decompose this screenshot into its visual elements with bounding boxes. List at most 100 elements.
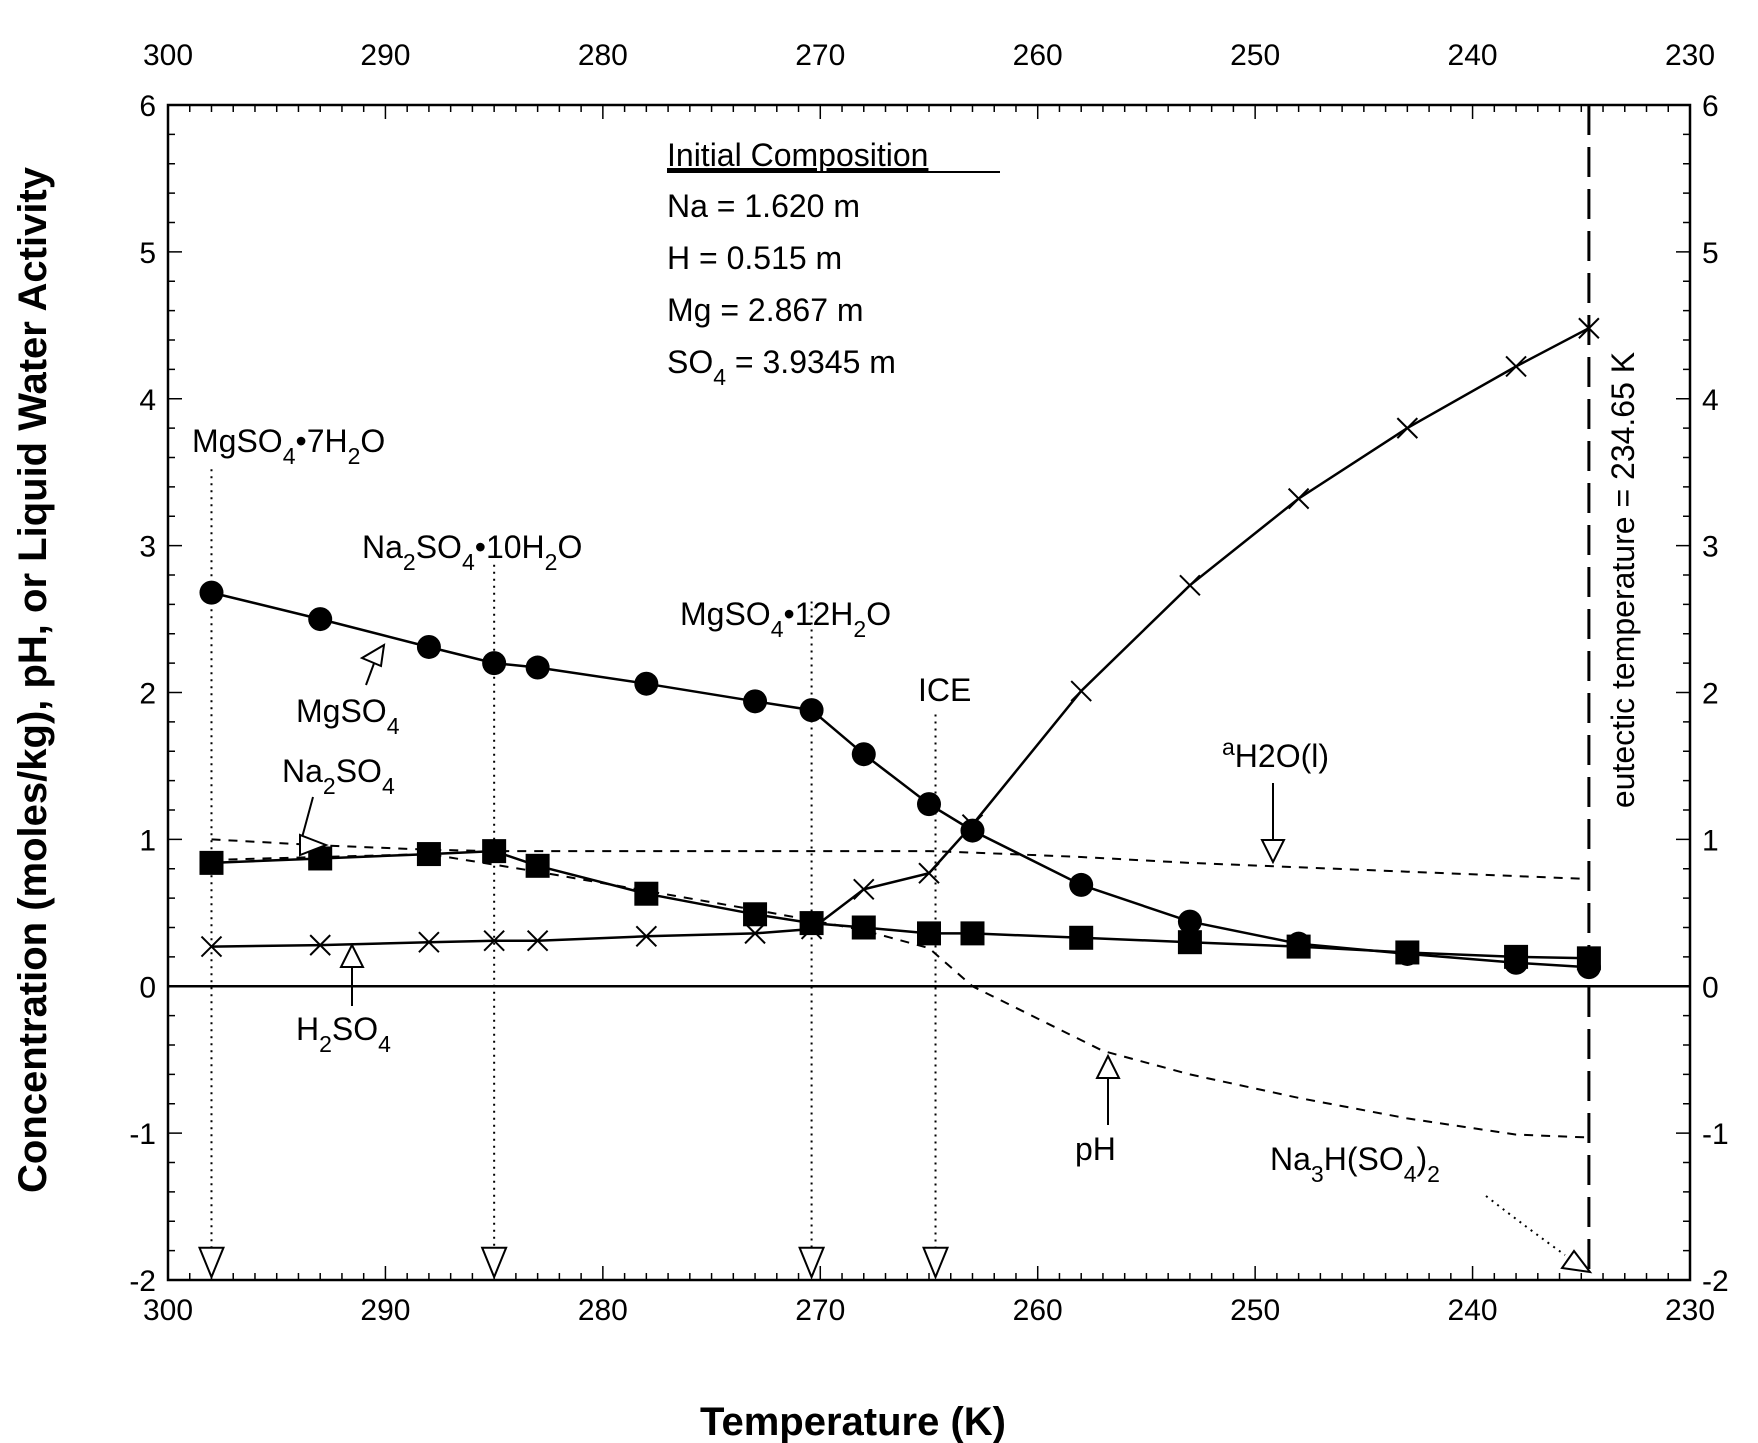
series-label-arrows: [299, 643, 1593, 1274]
x-tick-label-bottom: 270: [795, 1294, 845, 1327]
data-point-mgso4: [1069, 872, 1094, 897]
data-point-h2so4: [635, 925, 658, 948]
x-marker-stroke: [744, 922, 766, 945]
x-marker-stroke: [1287, 487, 1310, 510]
arrow-h2so4-head: [339, 942, 365, 968]
data-point-mgso4: [416, 634, 441, 659]
data-point-h2so4: [1070, 680, 1092, 702]
series-line-ah2o-l-: [211, 838, 1589, 880]
x-tick-label-bottom: 230: [1665, 1294, 1715, 1327]
data-point-na2so4: [1504, 944, 1529, 969]
series-line-ph: [211, 853, 1589, 1139]
data-point-mgso4: [743, 689, 768, 714]
x-marker-stroke: [1505, 355, 1527, 378]
data-point-mgso4: [799, 698, 824, 723]
y-tick-label-right: 2: [1702, 678, 1719, 711]
data-point-h2so4: [418, 931, 440, 953]
y-tick-label-left: 4: [139, 384, 156, 417]
arrow-na3h-stem: [1485, 1195, 1566, 1256]
data-point-mgso4: [525, 655, 550, 680]
x-marker-stroke: [1396, 417, 1419, 439]
precipitation-marker: [922, 1246, 950, 1280]
y-tick-label-left: 0: [139, 971, 156, 1004]
label-na3h-so4-2: Na3H(SO4)2: [1270, 1141, 1440, 1187]
data-point-h2so4: [1505, 355, 1527, 378]
data-point-mgso4: [634, 671, 659, 696]
x-tick-label-bottom: 250: [1230, 1294, 1280, 1327]
y-tick-label-right: 6: [1702, 90, 1719, 123]
data-point-h2so4: [853, 878, 875, 901]
data-point-na2so4: [1576, 946, 1601, 971]
data-point-na2so4: [525, 853, 550, 878]
label-series-na2so4: Na2SO4: [282, 753, 395, 799]
data-point-mgso4: [308, 607, 333, 632]
x-tick-label-top: 270: [795, 39, 845, 72]
y-tick-label-right: 4: [1702, 384, 1719, 417]
data-point-h2so4: [200, 935, 223, 958]
x-tick-label-bottom: 300: [143, 1294, 193, 1327]
x-tick-label-bottom: 240: [1448, 1294, 1498, 1327]
data-point-h2so4: [1578, 317, 1600, 339]
x-marker-stroke: [200, 935, 223, 958]
y-tick-label-left: 2: [139, 678, 156, 711]
x-tick-label-top: 290: [360, 39, 410, 72]
x-tick-label-bottom: 280: [578, 1294, 628, 1327]
annotations: Concentration (moles/kg), pH, or Liquid …: [11, 137, 1641, 1443]
y-tick-label-left: -2: [129, 1265, 156, 1298]
y-tick-label-right: 0: [1702, 971, 1719, 1004]
y-axis-title: Concentration (moles/kg), pH, or Liquid …: [11, 166, 55, 1193]
label-series-ah2o: aH2O(l): [1222, 734, 1329, 774]
composition-na: Na = 1.620 m: [667, 188, 860, 224]
arrow-na3h-head: [1560, 1249, 1593, 1274]
x-tick-label-top: 230: [1665, 39, 1715, 72]
x-tick-label-top: 250: [1230, 39, 1280, 72]
data-point-h2so4: [744, 922, 766, 945]
x-marker-stroke: [961, 813, 984, 836]
x-marker-stroke: [918, 862, 940, 884]
data-point-h2so4: [1287, 487, 1310, 510]
data-point-na2so4: [1395, 940, 1420, 965]
data-point-na2so4: [960, 921, 985, 946]
y-tick-label-right: -1: [1702, 1118, 1729, 1151]
label-series-h2so4: H2SO4: [296, 1011, 391, 1057]
x-marker-stroke: [309, 934, 331, 956]
data-point-mgso4: [960, 818, 985, 843]
x-marker-stroke: [853, 878, 875, 901]
data-point-h2so4: [918, 862, 940, 884]
x-tick-label-top: 260: [1013, 39, 1063, 72]
arrow-mgso4-head: [359, 643, 386, 668]
data-point-h2so4: [309, 934, 331, 956]
data-point-mgso4: [851, 742, 876, 767]
initial-composition-box: Initial Composition Na = 1.620 m H = 0.5…: [667, 137, 1000, 390]
x-tick-label-top: 300: [143, 39, 193, 72]
x-marker-stroke: [1070, 680, 1092, 702]
x-tick-label-bottom: 290: [360, 1294, 410, 1327]
x-marker-stroke: [635, 925, 658, 948]
label-mgso4-7h2o: MgSO4•7H2O: [192, 423, 385, 469]
x-marker-stroke: [483, 930, 505, 952]
data-point-na2so4: [634, 881, 659, 906]
data-point-na2so4: [1177, 930, 1202, 955]
precipitation-marker: [480, 1246, 508, 1280]
y-tick-label-left: 5: [139, 237, 156, 270]
data-point-mgso4: [1177, 909, 1202, 934]
y-tick-label-left: 1: [139, 824, 156, 857]
y-tick-label-left: 3: [139, 531, 156, 564]
arrow-na2so4-head: [299, 833, 329, 857]
axes: 3003002902902802802702702602602502502402…: [129, 39, 1728, 1327]
composition-mg: Mg = 2.867 m: [667, 292, 864, 328]
data-point-h2so4: [1396, 417, 1419, 439]
x-marker-stroke: [526, 930, 549, 952]
x-tick-label-top: 280: [578, 39, 628, 72]
data-point-mgso4: [199, 580, 224, 605]
x-marker-stroke: [418, 931, 440, 953]
initial-composition-heading: Initial Composition: [667, 137, 928, 173]
arrow-ph-head: [1095, 1053, 1121, 1079]
data-point-na2so4: [199, 850, 224, 875]
label-mgso4-12h2o: MgSO4•12H2O: [680, 596, 891, 642]
data-point-na2so4: [851, 915, 876, 940]
data-point-h2so4: [526, 930, 549, 952]
composition-h: H = 0.515 m: [667, 240, 842, 276]
label-na2so4-10h2o: Na2SO4•10H2O: [362, 529, 582, 575]
